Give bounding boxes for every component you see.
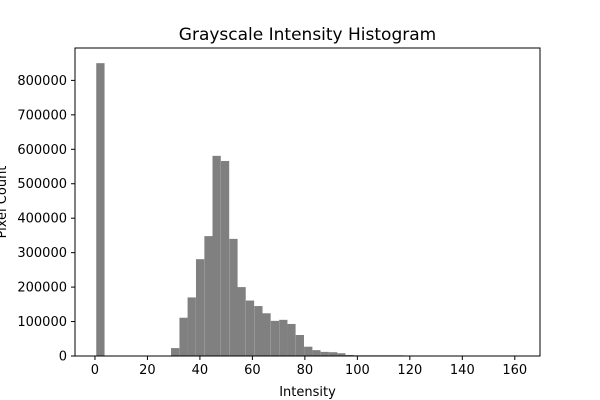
y-tick-label: 700000	[17, 108, 67, 123]
chart-title: Grayscale Intensity Histogram	[179, 25, 436, 45]
x-axis-ticks: 0 20 40 60 80 100 120 140 160	[91, 356, 527, 378]
histogram-bar	[220, 161, 230, 356]
x-tick-label: 100	[345, 363, 370, 378]
bars-group	[96, 63, 504, 356]
histogram-bar	[254, 306, 263, 356]
histogram-bar	[245, 300, 255, 356]
y-axis-ticks: 0 100000 200000 300000 400000 500000 600000 700…	[17, 74, 75, 365]
histogram-bar	[304, 346, 313, 356]
x-tick-label: 160	[502, 363, 527, 378]
histogram-bar	[204, 236, 213, 356]
histogram-bar	[287, 323, 296, 356]
histogram-bar	[96, 63, 105, 356]
x-tick-label: 40	[192, 363, 209, 378]
y-tick-label: 200000	[17, 281, 67, 296]
histogram-bar	[262, 313, 271, 356]
histogram-bar	[337, 353, 346, 356]
x-tick-label: 0	[91, 363, 99, 378]
histogram-bar	[270, 320, 280, 356]
histogram-bar	[345, 354, 354, 356]
x-axis-label: Intensity	[279, 385, 336, 400]
y-tick-label: 600000	[17, 143, 67, 158]
histogram-bar	[312, 350, 321, 356]
histogram-bar	[187, 297, 196, 356]
y-axis-label: Pixel Count	[0, 166, 10, 239]
x-tick-label: 120	[397, 363, 422, 378]
histogram-bar	[237, 287, 246, 356]
histogram-bar	[179, 317, 188, 356]
histogram-bar	[195, 259, 205, 356]
y-tick-label: 0	[59, 350, 67, 365]
plot-frame	[74, 47, 541, 357]
histogram-bar	[171, 348, 180, 356]
x-tick-label: 20	[139, 363, 156, 378]
y-tick-label: 500000	[17, 177, 67, 192]
histogram-bar	[229, 238, 238, 356]
y-tick-label: 300000	[17, 246, 67, 261]
histogram-bar	[329, 352, 338, 356]
y-tick-label: 800000	[17, 74, 67, 89]
histogram-bar	[320, 351, 329, 356]
x-tick-label: 80	[297, 363, 314, 378]
histogram-bar	[279, 319, 288, 356]
x-tick-label: 60	[244, 363, 261, 378]
histogram-bar	[295, 334, 304, 356]
x-tick-label: 140	[450, 363, 475, 378]
histogram-bar	[212, 155, 221, 356]
y-tick-label: 400000	[17, 212, 67, 227]
y-tick-label: 100000	[17, 315, 67, 330]
